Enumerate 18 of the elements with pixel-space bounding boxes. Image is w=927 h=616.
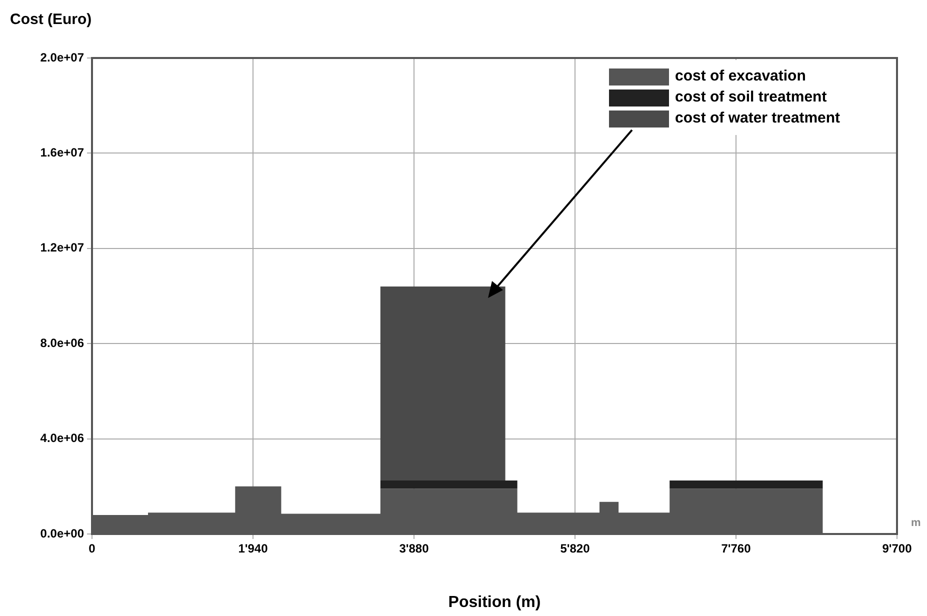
y-tick-label: 4.0e+06 [40, 431, 84, 446]
x-axis-title: Position (m) [448, 594, 541, 611]
legend-label: cost of soil treatment [675, 88, 827, 106]
x-tick-label: 1'940 [238, 542, 268, 556]
y-tick-label: 1.6e+07 [40, 146, 84, 160]
y-axis-title: Cost (Euro) [10, 11, 92, 28]
y-tick-label: 1.2e+07 [40, 240, 84, 255]
legend-label: cost of excavation [675, 68, 806, 85]
x-tick-label: 5'820 [560, 542, 590, 556]
y-tick-label: 2.0e+07 [40, 50, 84, 64]
x-tick-label: 9'700 [882, 542, 912, 556]
text: m [911, 517, 921, 529]
x-tick-label: 3'880 [399, 542, 430, 556]
y-tick-label: 8.0e+06 [40, 336, 84, 350]
x-tick-label: 7'760 [721, 542, 752, 556]
legend-label: cost of water treatment [675, 110, 840, 127]
x-tick-label: 0 [88, 542, 96, 556]
y-tick-label: 0.0e+00 [40, 526, 84, 540]
